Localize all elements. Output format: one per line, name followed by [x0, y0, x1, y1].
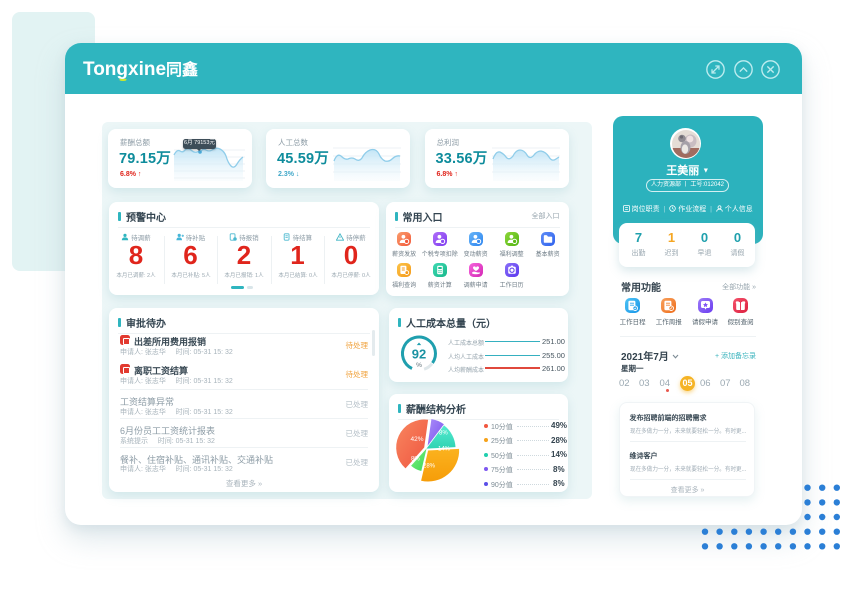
svg-text:8%: 8%: [439, 431, 448, 437]
svg-text:28%: 28%: [423, 464, 436, 470]
svg-text:8%: 8%: [411, 457, 420, 463]
svg-text:42%: 42%: [411, 436, 424, 443]
svg-text:14%: 14%: [438, 447, 451, 453]
svg-text:92: 92: [412, 347, 426, 362]
svg-text:%: %: [416, 362, 422, 369]
